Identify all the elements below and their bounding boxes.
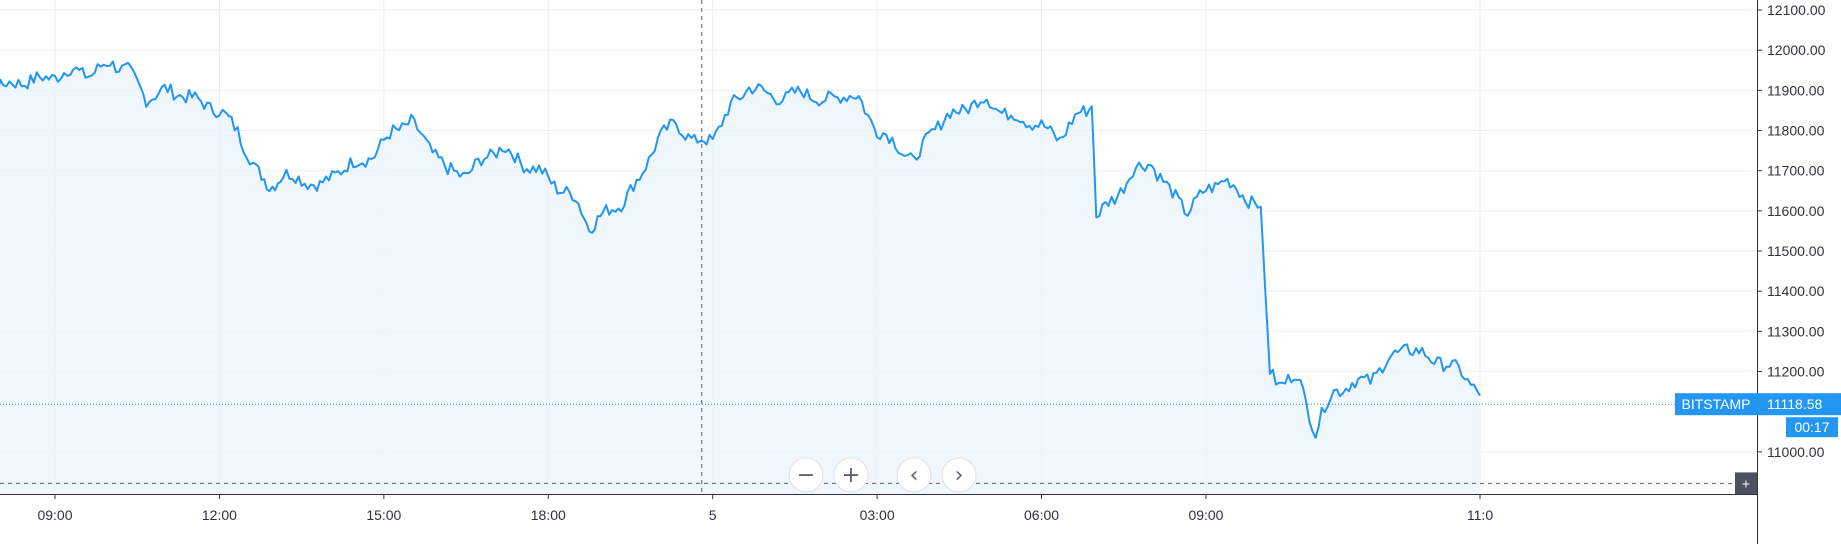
- zoom-in-icon: +: [842, 463, 860, 488]
- x-axis-background: [0, 494, 1841, 544]
- scroll-left-icon: ‹: [910, 463, 919, 488]
- crosshair-plus-box: [1735, 472, 1757, 495]
- x-tick-label: 12:00: [202, 507, 237, 523]
- scroll-left-button[interactable]: ‹: [896, 457, 932, 493]
- chart-controls: − + ‹ ›: [788, 457, 977, 493]
- exchange-tag: [1675, 393, 1757, 416]
- y-tick-label: 11400.00: [1767, 283, 1825, 299]
- y-tick-label: 11200.00: [1767, 364, 1825, 380]
- y-tick-label: 11900.00: [1767, 82, 1825, 98]
- y-tick-label: 11700.00: [1767, 163, 1825, 179]
- zoom-in-button[interactable]: +: [833, 457, 869, 493]
- crosshair-plus-icon: +: [1742, 475, 1750, 491]
- y-tick-label: 11500.00: [1767, 243, 1825, 259]
- zoom-out-button[interactable]: −: [788, 457, 824, 493]
- price-series: [0, 60, 1757, 494]
- y-tick-label: 12000.00: [1767, 42, 1826, 58]
- x-tick-label: 03:00: [860, 507, 895, 523]
- scroll-right-icon: ›: [955, 463, 964, 488]
- x-tick-label: 11:0: [1467, 507, 1493, 523]
- scroll-right-button[interactable]: ›: [941, 457, 977, 493]
- exchange-label: BITSTAMP: [1682, 396, 1751, 412]
- price-line: [0, 60, 1481, 439]
- x-tick-label: 15:00: [366, 507, 401, 523]
- countdown-label: 00:17: [1794, 419, 1829, 435]
- scroll-left-button-circle: [896, 457, 932, 493]
- last-price-label: 11118.58: [1767, 396, 1822, 412]
- x-tick-label: 06:00: [1024, 507, 1059, 523]
- y-tick-label: 11000.00: [1767, 444, 1825, 460]
- price-area: [0, 61, 1480, 494]
- x-tick-label: 5: [709, 507, 717, 523]
- x-tick-label: 18:00: [531, 507, 566, 523]
- scroll-right-button-circle: [941, 457, 977, 493]
- zoom-out-button-circle: [788, 457, 824, 493]
- x-tick-label: 09:00: [1188, 507, 1223, 523]
- y-tick-label: 12100.00: [1767, 2, 1826, 18]
- y-tick-label: 11800.00: [1767, 123, 1825, 139]
- x-tick-label: 09:00: [37, 507, 72, 523]
- zoom-out-icon: −: [797, 463, 815, 488]
- y-tick-label: 11600.00: [1767, 203, 1825, 219]
- zoom-in-button-circle: [833, 457, 869, 493]
- y-tick-label: 11300.00: [1767, 323, 1825, 339]
- last-price-tag: [1757, 393, 1841, 416]
- countdown-tag: [1786, 417, 1838, 438]
- y-axis-background: [1757, 0, 1841, 544]
